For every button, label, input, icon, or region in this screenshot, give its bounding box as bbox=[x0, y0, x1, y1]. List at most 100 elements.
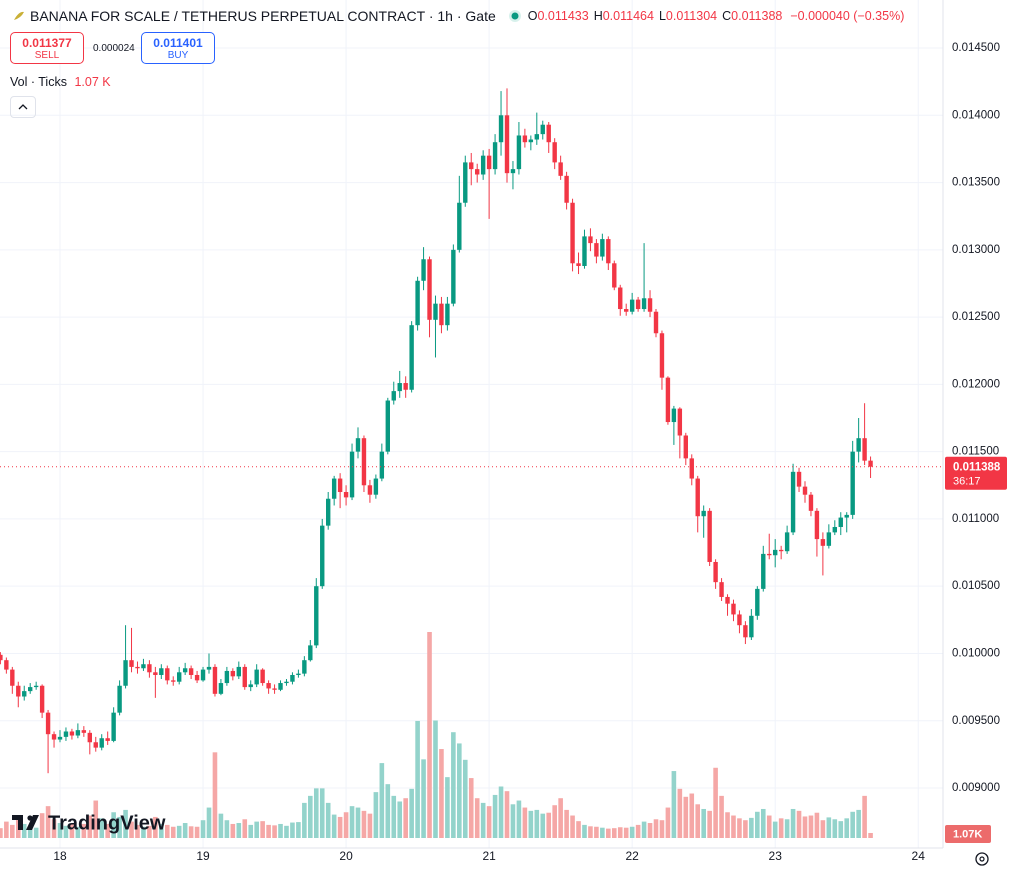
x-tick-label: 20 bbox=[339, 849, 353, 863]
volume-bar bbox=[540, 813, 546, 838]
candle-body bbox=[427, 259, 432, 320]
candle-body bbox=[296, 673, 301, 675]
candle-body bbox=[767, 553, 772, 556]
candle-body bbox=[475, 169, 480, 175]
candle-body bbox=[635, 299, 641, 310]
candle-body bbox=[33, 685, 39, 688]
candle-body bbox=[355, 438, 361, 452]
candle-body bbox=[743, 625, 748, 638]
candle-body bbox=[39, 685, 45, 713]
volume-bar bbox=[844, 818, 850, 838]
candle-body bbox=[10, 669, 15, 686]
ohlc-key: L bbox=[658, 9, 666, 23]
candle-body bbox=[212, 666, 218, 694]
volume-bar bbox=[176, 825, 182, 838]
x-tick-label: 21 bbox=[482, 849, 496, 863]
candle-body bbox=[492, 142, 498, 170]
candle-body bbox=[135, 666, 140, 669]
volume-bar bbox=[445, 777, 450, 838]
candle-body bbox=[200, 669, 206, 681]
candle-body bbox=[171, 680, 176, 682]
candle-body bbox=[564, 175, 569, 203]
candle-body bbox=[218, 683, 224, 694]
volume-bar bbox=[69, 824, 75, 838]
candle-body bbox=[403, 383, 408, 390]
candle-body bbox=[260, 669, 265, 684]
volume-tag bbox=[945, 825, 991, 843]
sell-button[interactable]: 0.011377 SELL bbox=[10, 32, 84, 64]
candle-body bbox=[123, 660, 128, 686]
candle-body bbox=[284, 681, 289, 684]
candle-body bbox=[361, 438, 367, 486]
volume-bar bbox=[737, 818, 742, 838]
y-tick-label: 0.010000 bbox=[952, 647, 1000, 659]
candle-body bbox=[683, 435, 688, 459]
volume-bar bbox=[510, 804, 516, 838]
candle-body bbox=[99, 738, 104, 748]
candle-body bbox=[784, 532, 790, 552]
volume-bar bbox=[93, 800, 99, 838]
candle-body bbox=[105, 738, 110, 741]
volume-bar bbox=[564, 809, 569, 838]
candle-body bbox=[844, 514, 849, 518]
candle-body bbox=[707, 510, 712, 562]
volume-bar bbox=[498, 786, 504, 838]
volume-bar bbox=[576, 821, 581, 838]
volume-bar bbox=[504, 791, 510, 838]
candle-body bbox=[451, 249, 456, 304]
volume-bar bbox=[617, 827, 623, 838]
candle-body bbox=[415, 280, 420, 326]
candle-body bbox=[320, 525, 325, 587]
volume-bar bbox=[325, 802, 331, 838]
volume-bar bbox=[308, 795, 313, 838]
candle-body bbox=[701, 510, 706, 517]
volume-bar bbox=[492, 794, 498, 838]
volume-bar bbox=[522, 807, 528, 838]
ohlc-key: O bbox=[527, 9, 538, 23]
settings-icon[interactable] bbox=[975, 852, 989, 866]
candle-body bbox=[689, 458, 694, 479]
collapse-button[interactable] bbox=[10, 96, 36, 118]
candle-body bbox=[445, 303, 450, 326]
candle-body bbox=[117, 685, 122, 713]
volume-bar bbox=[230, 823, 236, 838]
candle-body bbox=[755, 588, 760, 616]
candle-body bbox=[367, 485, 373, 495]
volume-bar bbox=[21, 823, 27, 838]
candle-body bbox=[737, 614, 742, 626]
candle-body bbox=[182, 668, 188, 673]
volume-bar bbox=[790, 808, 796, 838]
sell-label: SELL bbox=[34, 50, 60, 61]
volume-bar bbox=[361, 810, 367, 838]
candle-body bbox=[45, 712, 51, 735]
volume-bar bbox=[641, 821, 647, 838]
buy-button[interactable]: 0.011401 BUY bbox=[141, 32, 215, 64]
volume-title: Vol · Ticks bbox=[10, 75, 67, 89]
volume-bar bbox=[200, 820, 206, 838]
settings-icon-center bbox=[979, 856, 985, 862]
candle-body bbox=[0, 654, 3, 661]
candle-body bbox=[409, 325, 414, 390]
sell-price: 0.011377 bbox=[22, 36, 72, 50]
volume-bar bbox=[570, 815, 575, 838]
candle-body bbox=[510, 169, 516, 174]
volume-bar bbox=[647, 823, 653, 838]
volume-bar bbox=[582, 824, 587, 838]
chevron-icon bbox=[18, 104, 28, 110]
candle-body bbox=[206, 666, 212, 670]
x-tick-label: 22 bbox=[625, 849, 639, 863]
volume-bar bbox=[105, 823, 110, 838]
y-tick-label: 0.013000 bbox=[952, 244, 1000, 256]
volume-bar bbox=[302, 802, 307, 838]
volume-bar bbox=[99, 818, 105, 838]
volume-bar bbox=[594, 826, 599, 838]
volume-bar bbox=[755, 811, 760, 838]
volume-bar bbox=[814, 812, 820, 838]
candle-body bbox=[522, 135, 528, 143]
candle-body bbox=[4, 660, 9, 670]
candle-body bbox=[93, 742, 98, 748]
volume-bar bbox=[683, 796, 689, 838]
volume-bar bbox=[159, 823, 164, 838]
candle-body bbox=[266, 683, 271, 689]
